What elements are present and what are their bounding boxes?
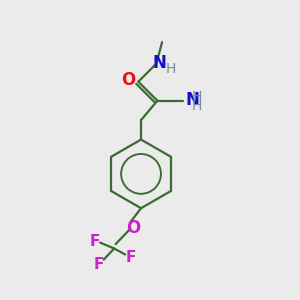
- Text: N: N: [186, 91, 200, 109]
- Text: N: N: [153, 54, 167, 72]
- Text: H: H: [166, 61, 176, 76]
- Text: F: F: [90, 234, 100, 249]
- Text: O: O: [121, 71, 135, 89]
- Text: F: F: [94, 257, 104, 272]
- Text: H: H: [191, 99, 202, 113]
- Text: F: F: [125, 250, 136, 265]
- Text: O: O: [126, 219, 140, 237]
- Text: H: H: [191, 89, 202, 103]
